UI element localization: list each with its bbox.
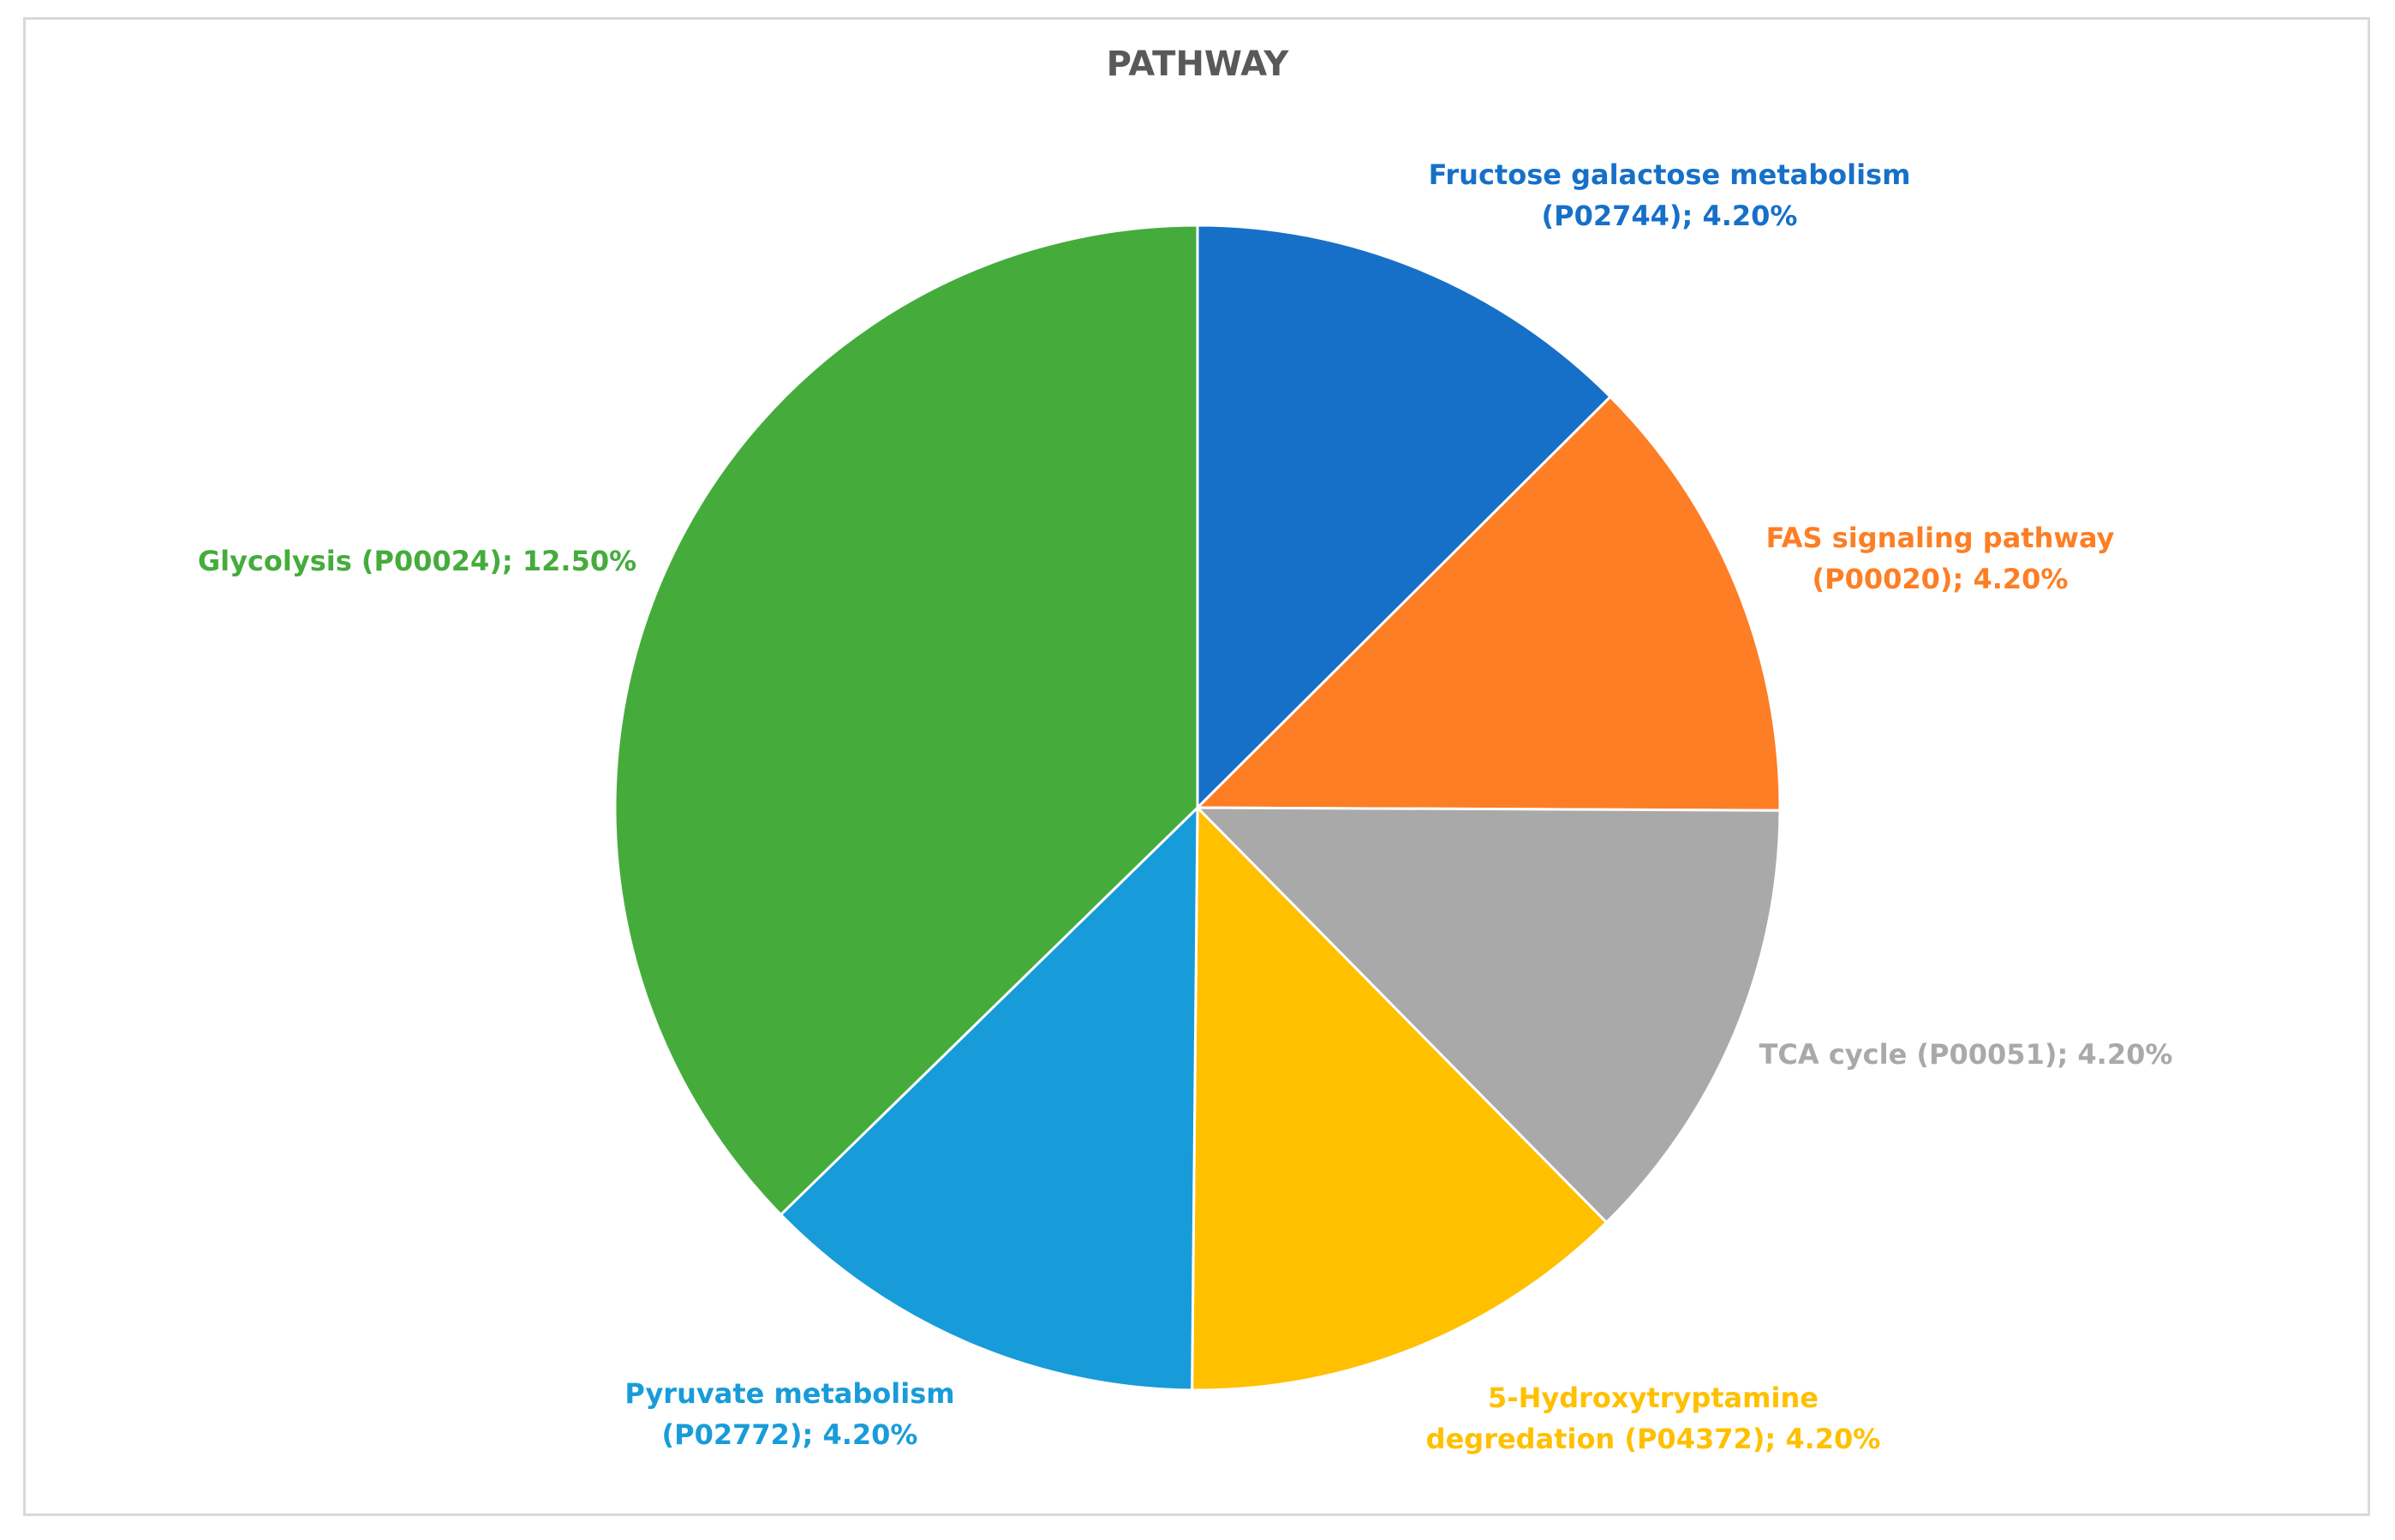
label-line-1: Pyruvate metabolism [624,1377,955,1410]
pie-slice-glycolysis [613,224,1199,1217]
label-tca-cycle: TCA cycle (P00051); 4.20% [1759,1034,2173,1075]
label-fas-signaling-pathway: FAS signaling pathway (P00020); 4.20% [1766,517,2115,600]
pie-slice-5-hydroxytryptamine-degredation [1191,804,1609,1392]
pie-slice-fas-signaling-pathway [1194,395,1782,812]
label-glycolysis: Glycolysis (P00024); 12.50% [198,540,636,582]
label-5-hydroxytryptamine-degredation: 5-Hydroxytryptamine degredation (P04372)… [1426,1377,1881,1459]
label-line-2: (P00020); 4.20% [1812,563,2069,595]
label-line-2: (P02744); 4.20% [1541,200,1798,232]
label-fructose-galactose-metabolism: Fructose galactose metabolism (P02744); … [1429,154,1911,236]
label-pyruvate-metabolism: Pyruvate metabolism (P02772); 4.20% [624,1373,954,1455]
label-line-1: Fructose galactose metabolism [1428,158,1911,191]
label-line-2: (P02772); 4.20% [661,1418,918,1451]
pie-slice-pyruvate-metabolism [779,804,1199,1392]
pie-slice-fructose-galactose-metabolism [1196,224,1613,811]
label-line-1: 5-Hydroxytryptamine [1488,1382,1819,1414]
label-line-2: degredation (P04372); 4.20% [1425,1423,1881,1455]
label-line-1: TCA cycle (P00051); 4.20% [1759,1038,2173,1071]
label-line-1: Glycolysis (P00024); 12.50% [197,545,637,577]
chart-title: PATHWAY [1106,45,1289,84]
pie-slice-tca-cycle [1194,806,1782,1225]
label-line-1: FAS signaling pathway [1765,522,2115,554]
